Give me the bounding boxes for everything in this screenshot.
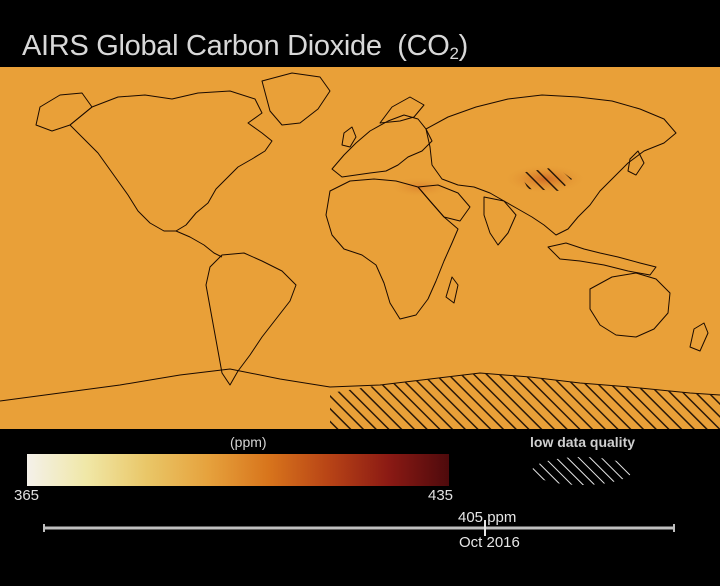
scandinavia-outline (379, 96, 425, 124)
australia-outline (589, 272, 671, 338)
low-quality-hatch-antarctica (330, 373, 720, 429)
low-quality-hatch-tibet (520, 167, 572, 191)
ocean-field (0, 67, 720, 429)
title-formula-suffix: ) (458, 30, 469, 62)
colorbar (27, 454, 449, 486)
madagascar-outline (445, 276, 459, 304)
timeline[interactable] (40, 518, 680, 538)
continent-outlines (0, 72, 720, 402)
low-quality-legend-label: low data quality (530, 434, 636, 450)
central-america-outline (175, 230, 223, 258)
greenland-outline (261, 72, 331, 126)
uk-outline (341, 126, 357, 148)
title-formula-subscript: 2 (449, 44, 459, 63)
india-outline (483, 196, 517, 246)
alaska-outline (35, 92, 93, 132)
current-ppm-value: 405 ppm (458, 509, 517, 526)
north-america-outline (69, 90, 273, 232)
indonesia-outline (547, 242, 657, 276)
title-text: AIRS Global Carbon Dioxide (22, 30, 382, 62)
low-quality-legend-swatch (532, 457, 632, 485)
colorbar-min-label: 365 (14, 487, 40, 504)
japan-outline (627, 150, 645, 176)
colorbar-max-label: 435 (428, 487, 454, 504)
colorbar-gradient (27, 454, 449, 486)
world-co2-map (0, 67, 720, 429)
new-zealand-outline (689, 322, 709, 352)
arabia-outline (417, 184, 471, 222)
asia-outline (425, 94, 677, 236)
title-formula-prefix: (CO (397, 30, 450, 62)
current-date: Oct 2016 (459, 534, 520, 551)
south-america-outline (205, 252, 297, 386)
europe-outline (331, 114, 433, 178)
colorbar-unit-label: (ppm) (230, 434, 267, 450)
map-title: AIRS Global Carbon Dioxide (CO2) (22, 30, 468, 64)
africa-outline (325, 178, 459, 320)
